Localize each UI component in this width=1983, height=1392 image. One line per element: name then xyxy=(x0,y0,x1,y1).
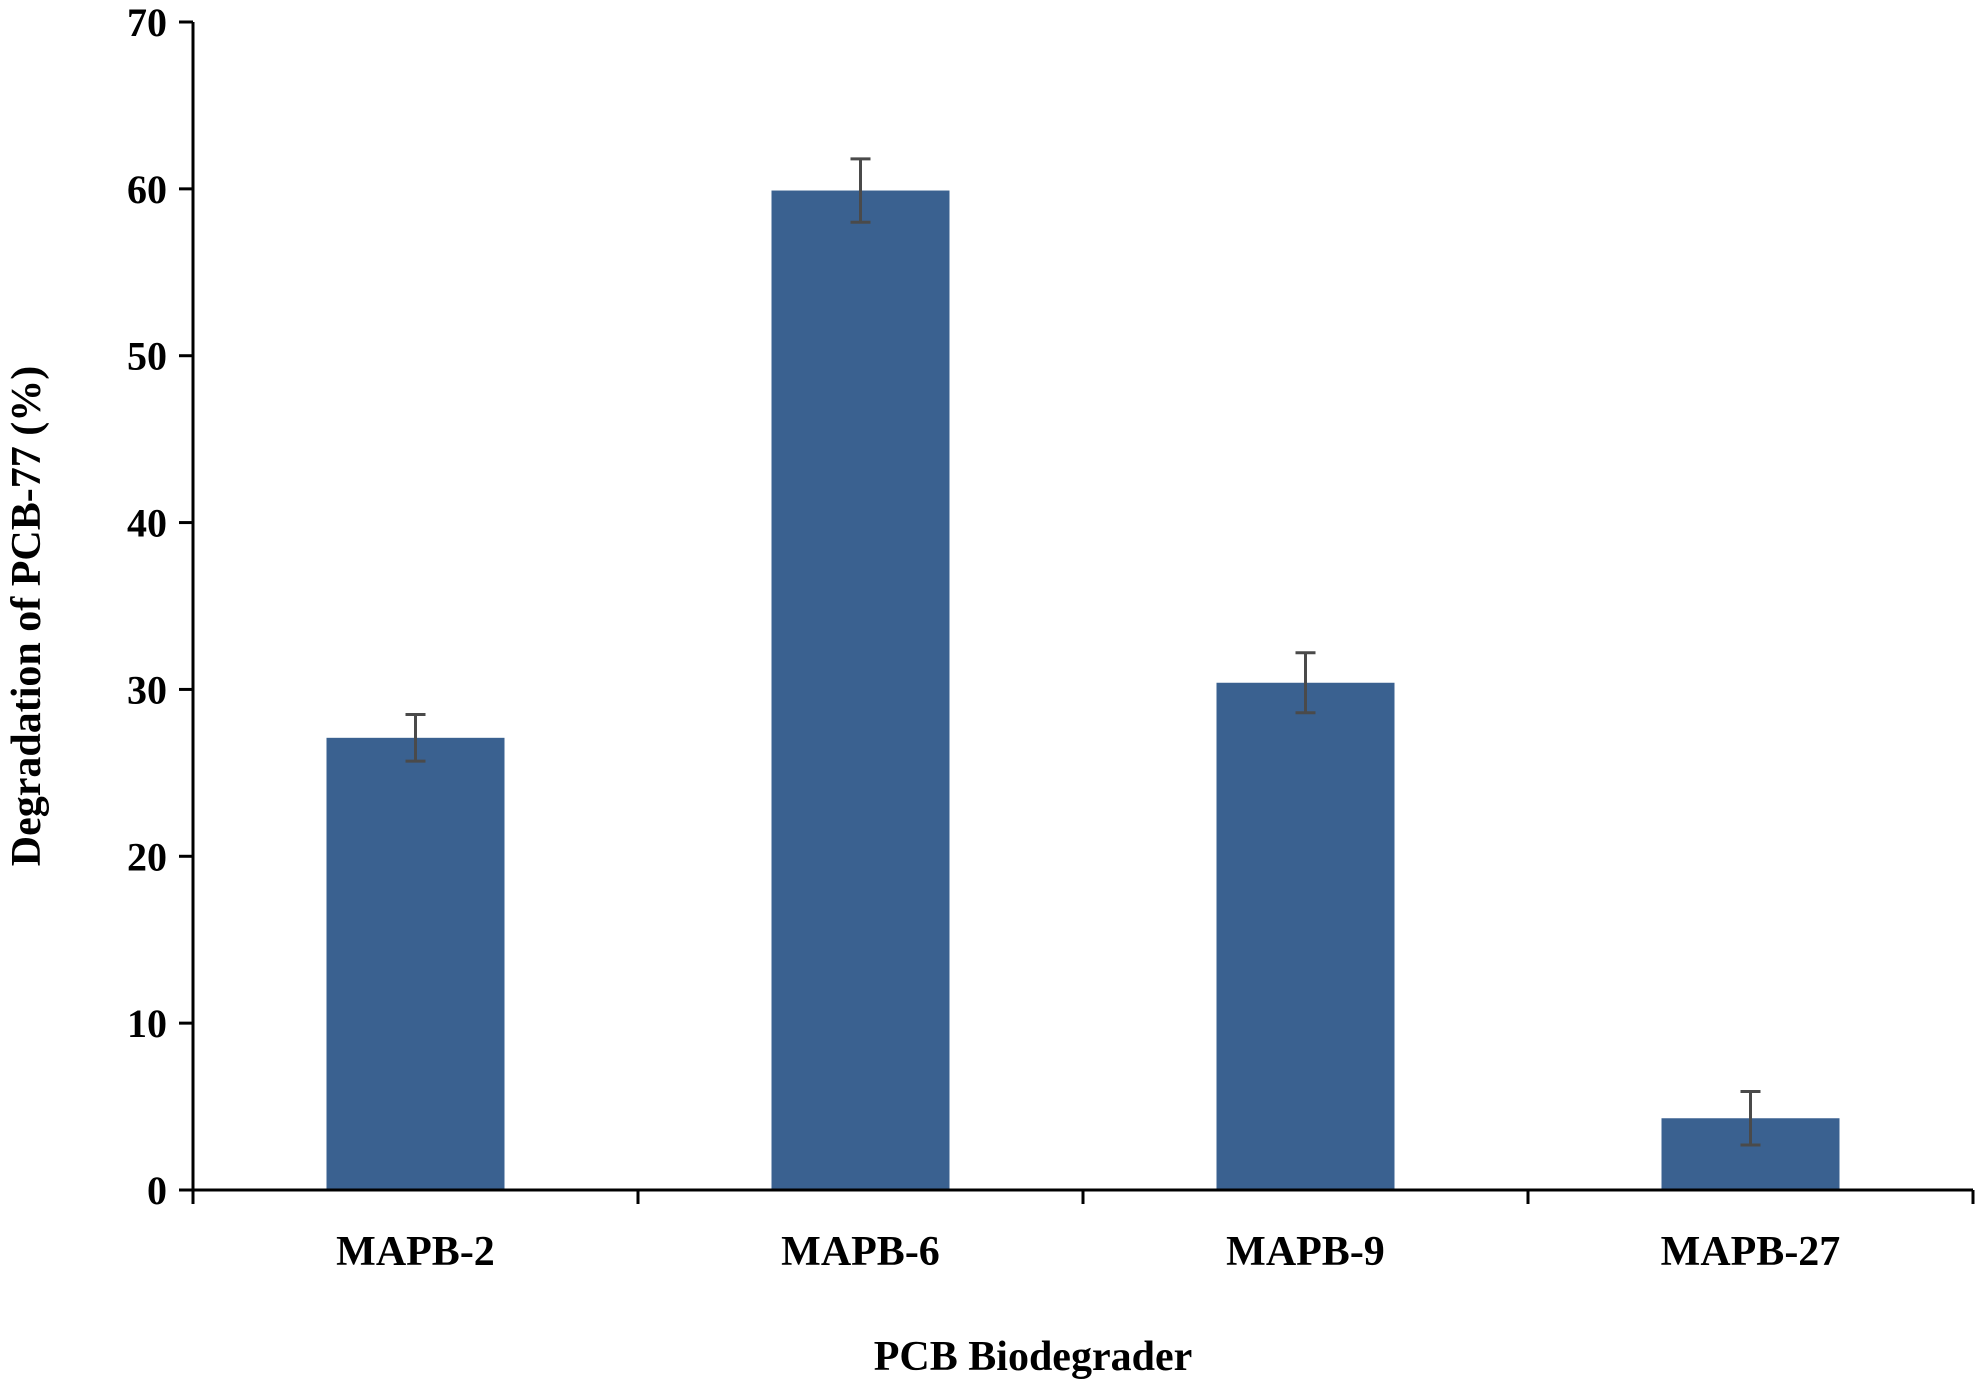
x-axis-title: PCB Biodegrader xyxy=(874,1334,1192,1380)
y-tick-label: 20 xyxy=(127,834,167,879)
bar-mapb-9 xyxy=(1216,682,1395,1190)
y-tick-label: 0 xyxy=(147,1168,167,1213)
y-tick-label: 60 xyxy=(127,167,167,212)
error-bar-mapb-27 xyxy=(1740,1090,1761,1147)
x-category-label: MAPB-27 xyxy=(1661,1229,1841,1275)
bar-mapb-2 xyxy=(326,737,505,1190)
y-tick-label: 50 xyxy=(127,334,167,379)
y-tick-label: 30 xyxy=(127,667,167,712)
y-ticks-layer: 0 10 20 30 40 50 60 70 xyxy=(127,0,193,1213)
y-tick-label: 70 xyxy=(127,0,167,45)
x-category-label: MAPB-2 xyxy=(336,1229,495,1275)
x-ticks-layer: MAPB-2 MAPB-6 MAPB-9 MAPB-27 xyxy=(191,1190,1975,1275)
error-bars-layer xyxy=(405,157,1761,1147)
error-bar-mapb-6 xyxy=(850,157,871,224)
y-tick-label: 10 xyxy=(127,1001,167,1046)
y-axis-title: Degradation of PCB-77 (%) xyxy=(4,366,50,866)
error-bar-mapb-2 xyxy=(405,712,426,763)
y-tick-label: 40 xyxy=(127,501,167,546)
x-category-label: MAPB-6 xyxy=(781,1229,940,1275)
bars-layer xyxy=(326,190,1840,1191)
bar-mapb-6 xyxy=(771,190,950,1191)
x-category-label: MAPB-9 xyxy=(1226,1229,1385,1275)
error-bar-mapb-9 xyxy=(1295,651,1316,715)
